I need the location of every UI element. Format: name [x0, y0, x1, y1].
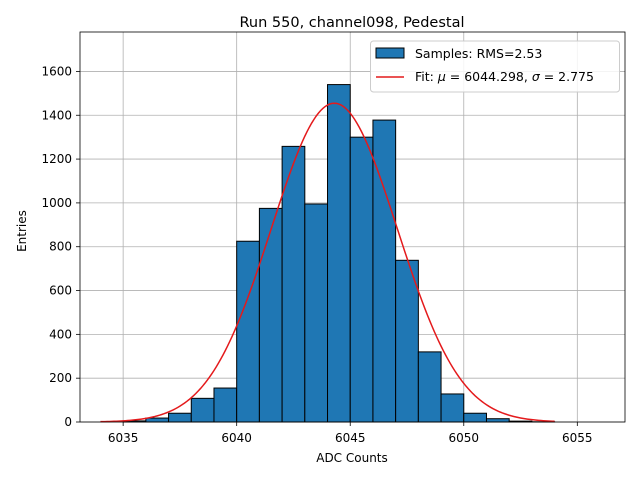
histogram-bar [463, 412, 487, 423]
x-tick-label: 6035 [108, 431, 139, 445]
y-tick-label: 400 [49, 327, 72, 341]
histogram-bar [145, 417, 170, 423]
histogram-bars [122, 84, 556, 423]
legend-frame [370, 40, 620, 93]
legend-label-fit: Fit: μ = 6044.298, σ = 2.775 [415, 69, 594, 84]
histogram-bar [349, 136, 374, 423]
legend-swatch-samples [375, 47, 405, 59]
histogram-bar [417, 351, 442, 423]
y-tick-label: 800 [49, 240, 72, 254]
histogram-bar [258, 207, 283, 423]
y-tick-label: 600 [49, 284, 72, 298]
plot-frame [79, 31, 626, 423]
x-tick-label: 6050 [448, 431, 479, 445]
x-axis-ticks: 6035 6040 6045 6050 6055 [108, 422, 593, 445]
legend-fit-sigma-value: = 2.775 [540, 69, 594, 84]
histogram-bar [395, 259, 419, 423]
histogram-bar [440, 393, 465, 423]
x-tick-label: 6045 [335, 431, 366, 445]
x-tick-label: 6055 [562, 431, 593, 445]
histogram-bar [168, 412, 192, 423]
y-tick-label: 200 [49, 371, 72, 385]
y-tick-label: 0 [64, 415, 72, 429]
legend-fit-mu-symbol: μ [437, 69, 446, 84]
legend-label-samples: Samples: RMS=2.53 [415, 46, 542, 61]
fit-curve [100, 102, 555, 423]
histogram-bar [213, 387, 238, 423]
y-tick-label: 1600 [41, 64, 72, 78]
histogram-bar [485, 418, 510, 423]
y-tick-label: 1400 [41, 108, 72, 122]
chart-title: Run 550, channel098, Pedestal [239, 15, 464, 31]
legend: Samples: RMS=2.53 Fit: μ = 6044.298, σ =… [370, 40, 620, 93]
y-tick-label: 1000 [41, 196, 72, 210]
histogram-bar [236, 240, 260, 423]
legend-fit-sigma-symbol: σ [532, 69, 541, 84]
legend-fit-prefix: Fit: [415, 69, 438, 84]
x-tick-label: 6040 [221, 431, 252, 445]
y-axis-label: Entries [15, 210, 29, 252]
histogram-bar [304, 203, 329, 423]
histogram-bar [190, 397, 215, 423]
y-axis-ticks: 0 200 400 600 800 1000 1200 1400 1600 [41, 64, 80, 429]
y-tick-label: 1200 [41, 152, 72, 166]
histogram-bar [327, 84, 351, 423]
legend-fit-mu-value: = 6044.298, [446, 69, 532, 84]
x-axis-label: ADC Counts [316, 451, 388, 465]
